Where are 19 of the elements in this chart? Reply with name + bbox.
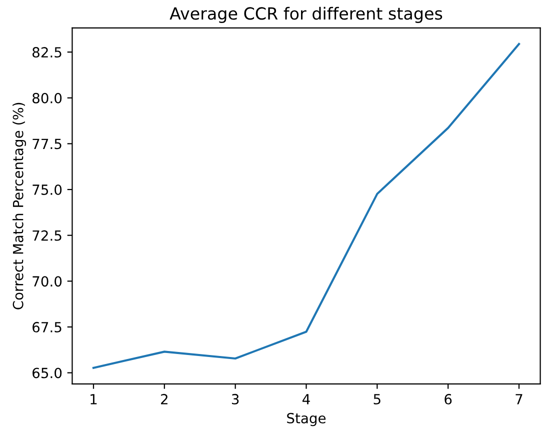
y-tick-label: 70.0 [32, 276, 62, 287]
y-tick-label: 77.5 [32, 138, 62, 150]
x-tick-label: 7 [516, 394, 522, 404]
y-tick-label: 75.0 [32, 184, 62, 195]
x-tick-label: 5 [374, 394, 380, 404]
line-series [92, 42, 520, 369]
y-tick-label: 65.0 [32, 368, 62, 378]
x-tick-label: 3 [232, 394, 239, 404]
y-tick-label: 82.5 [32, 47, 62, 58]
y-tick-label: 72.5 [32, 230, 62, 241]
x-axis-title: Stage [287, 412, 326, 426]
x-tick-label: 1 [90, 394, 97, 404]
y-tick-label: 67.5 [32, 322, 62, 332]
chart-title: Average CCR for different stages [170, 6, 442, 24]
x-tick-label: 6 [444, 394, 452, 404]
y-axis-title: Correct Match Percentage (%) [12, 102, 26, 310]
y-tick-label: 80.0 [32, 92, 62, 104]
x-tick-label: 2 [161, 394, 168, 404]
x-tick-label: 4 [302, 394, 310, 404]
